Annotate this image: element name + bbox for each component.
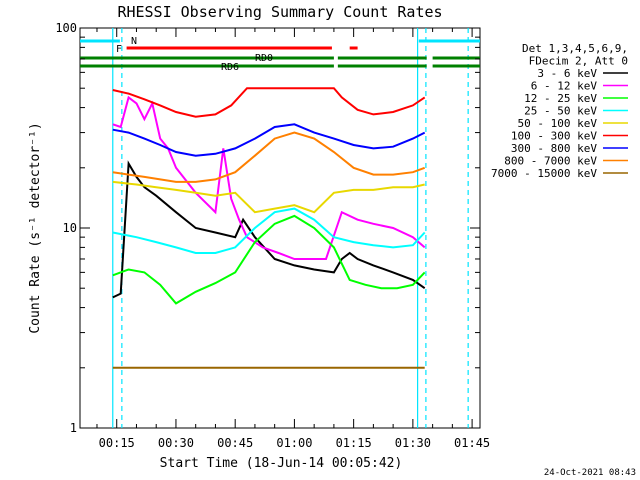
flag-label-n: N	[131, 36, 137, 47]
series-lines	[112, 87, 426, 369]
vertical-markers	[112, 28, 469, 428]
chart-title: RHESSI Observing Summary Count Rates	[117, 3, 442, 21]
series-line-800-7000-kev	[112, 131, 426, 183]
flag-label-rd6: RD6	[221, 62, 239, 73]
x-tick-label: 01:15	[336, 436, 372, 450]
series-line-25-50-kev	[112, 207, 426, 254]
legend-label: 25 - 50 keV	[524, 105, 597, 118]
legend-label: 6 - 12 keV	[531, 80, 598, 93]
series-line-100-300-kev	[112, 87, 426, 118]
x-tick-label: 01:45	[454, 436, 490, 450]
legend-label: 50 - 100 keV	[518, 117, 598, 130]
x-tick-label: 00:15	[99, 436, 135, 450]
series-line-6-12-kev	[112, 95, 426, 260]
flag-label-rd0: RD0	[255, 53, 273, 64]
y-tick-label: 100	[55, 21, 77, 35]
legend-header: Det 1,3,4,5,6,9,	[522, 42, 628, 55]
x-axis-ticks: 00:15 00:30 00:45 01:00 01:15 01:30 01:45	[96, 28, 490, 450]
legend-label: 3 - 6 keV	[537, 67, 597, 80]
legend-label: 7000 - 15000 keV	[491, 167, 597, 180]
x-axis-label: Start Time (18-Jun-14 00:05:42)	[160, 456, 403, 471]
x-tick-label: 01:00	[276, 436, 312, 450]
x-tick-label: 00:45	[217, 436, 253, 450]
flag-label-f: F	[116, 44, 122, 55]
legend-header: FDecim 2, Att 0	[529, 55, 628, 68]
y-tick-label: 10	[63, 221, 77, 235]
series-line-50-100-kev	[112, 180, 425, 214]
timestamp: 24-Oct-2021 08:43	[544, 468, 636, 478]
x-tick-label: 01:30	[395, 436, 431, 450]
legend-label: 100 - 300 keV	[511, 130, 597, 143]
legend-label: 12 - 25 keV	[524, 92, 597, 105]
legend: Det 1,3,4,5,6,9,FDecim 2, Att 03 - 6 keV…	[491, 42, 628, 180]
legend-label: 300 - 800 keV	[511, 142, 597, 155]
legend-label: 800 - 7000 keV	[504, 155, 597, 168]
series-line-300-800-kev	[112, 123, 426, 157]
flag-bars: NF RD0 RD6	[80, 36, 480, 73]
series-line-3-6-kev	[112, 160, 426, 299]
series-line-12-25-kev	[112, 214, 426, 305]
y-tick-label: 1	[70, 421, 77, 435]
y-axis-label: Count Rate (s⁻¹ detector⁻¹)	[28, 122, 43, 333]
x-tick-label: 00:30	[158, 436, 194, 450]
y-axis-ticks: 1 10 100	[55, 21, 480, 435]
